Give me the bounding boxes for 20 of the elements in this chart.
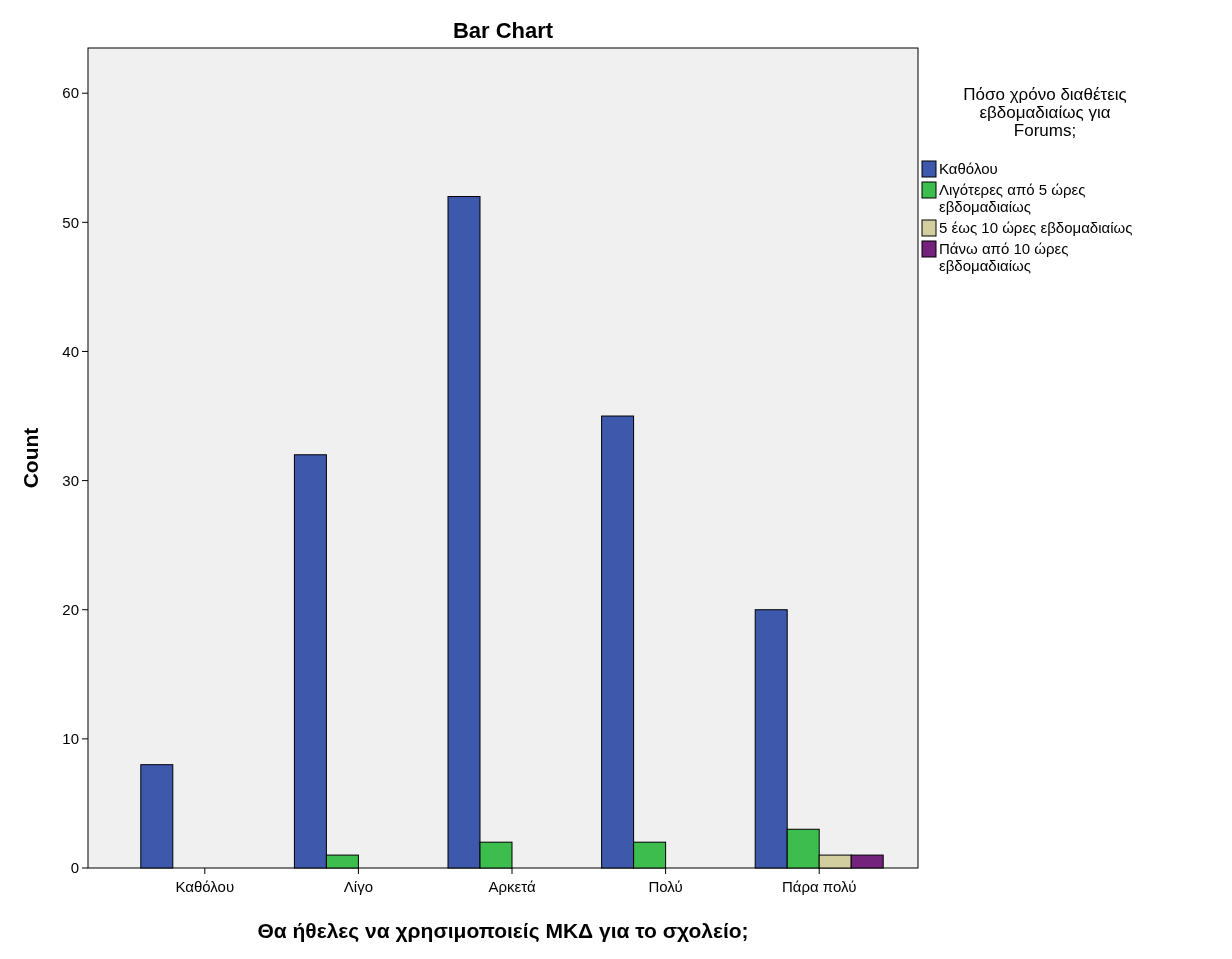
x-tick-label: Λίγο: [343, 878, 373, 895]
y-tick-label: 40: [62, 342, 79, 360]
x-tick-label: Πολύ: [648, 878, 683, 895]
x-tick-label: Πάρα πολύ: [781, 878, 857, 895]
y-tick-label: 50: [62, 213, 79, 231]
x-tick-label: Αρκετά: [488, 878, 536, 895]
y-tick-label: 30: [62, 471, 79, 489]
x-tick-label: Καθόλου: [175, 878, 235, 895]
x-axis-title: Θα ήθελες να χρησιμοποιείς ΜΚΔ για το σχολείο;: [257, 919, 749, 943]
y-tick-label: 20: [62, 600, 79, 618]
y-tick-label: 10: [62, 730, 79, 748]
legend-label: Λιγότερες από 5 ώρες εβδομαδιαίως: [939, 181, 1086, 215]
legend-label: 5 έως 10 ώρες εβδομαδιαίως: [939, 219, 1133, 236]
y-tick-label: 60: [62, 84, 79, 102]
y-axis-title: Count: [19, 427, 42, 489]
legend-label: Πάνω από 10 ώρες εβδομαδιαίως: [939, 240, 1069, 274]
legend-label: Καθόλου: [939, 160, 998, 177]
legend-title: Πόσο χρόνο διαθέτεις εβδομαδιαίως για Forums;: [963, 85, 1127, 140]
chart-title: Bar Chart: [452, 18, 554, 43]
y-tick-label: 0: [70, 859, 79, 877]
